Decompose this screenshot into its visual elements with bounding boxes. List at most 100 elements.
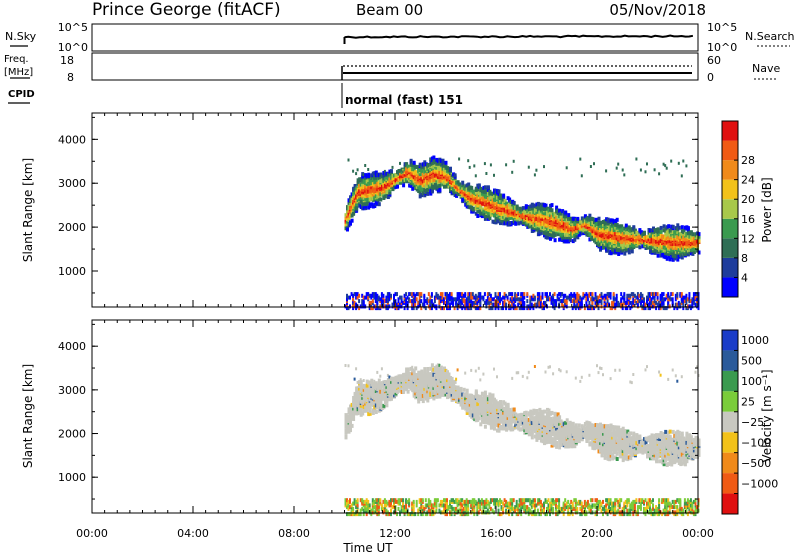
power-ground-cell (672, 297, 674, 301)
power-cell (687, 226, 690, 230)
power-scatter-cell (590, 165, 592, 168)
power-ground-cell (591, 292, 593, 296)
power-scatter-cell (484, 162, 486, 165)
power-scatter-cell (581, 174, 583, 177)
power-ground-cell (588, 301, 590, 305)
power-ground-cell (534, 296, 536, 300)
power-ground-cell (505, 303, 507, 307)
power-cell (442, 159, 445, 163)
power-ground-cell (428, 292, 430, 296)
power-ylabel: Slant Range [km] (21, 158, 35, 262)
power-cell (631, 249, 634, 253)
power-ground-cell (452, 301, 454, 305)
velocity-scatter-cell (348, 364, 350, 367)
date-title: 05/Nov/2018 (609, 1, 706, 19)
power-ground-cell (499, 292, 501, 296)
velocity-cell (440, 366, 443, 370)
power-ground-cell (363, 299, 365, 303)
velocity-scatter-cell (363, 379, 365, 382)
power-ground-cell (526, 299, 528, 303)
velocity-cell (407, 390, 410, 394)
nsearch-tick-low: 10^0 (707, 41, 737, 54)
power-scatter-cell (475, 174, 477, 177)
power-cell (643, 231, 646, 235)
power-ground-cell (657, 292, 659, 296)
power-ground-cell (352, 297, 354, 301)
power-ground-cell (542, 292, 544, 296)
velocity-cell (351, 424, 354, 428)
power-scatter-cell (678, 162, 680, 165)
velocity-ground-cell (437, 498, 439, 502)
power-cell (438, 184, 441, 188)
power-cell (598, 217, 601, 221)
velocity-scatter-cell (355, 367, 357, 370)
power-cell (672, 225, 675, 229)
power-ground-cell (490, 294, 492, 298)
beam-title: Beam 00 (356, 1, 423, 19)
power-cell (625, 224, 628, 228)
velocity-cell (385, 403, 388, 407)
power-ground-cell (511, 292, 513, 296)
power-ground-cell (613, 292, 615, 296)
power-ground-cell (531, 303, 533, 307)
power-ground-cell (669, 304, 671, 308)
power-ground-cell (546, 292, 548, 296)
velocity-cell (375, 410, 378, 414)
power-ground-cell (464, 292, 466, 296)
power-cell (522, 206, 525, 210)
power-scatter-cell (635, 158, 637, 161)
power-scatter-cell (511, 171, 513, 174)
nsky-trace (345, 36, 693, 45)
nave-tick-high: 60 (707, 54, 721, 67)
cpid-label: CPID (8, 89, 35, 100)
power-ground-cell (431, 292, 433, 296)
power-scatter-cell (654, 168, 656, 171)
power-ground-cell (555, 303, 557, 307)
power-ground-cell (620, 292, 622, 296)
power-scatter-cell (505, 163, 507, 166)
velocity-ground-cell (349, 498, 351, 502)
velocity-ground-cell (435, 503, 437, 507)
power-ground-cell (451, 292, 453, 296)
velocity-ground-cell (408, 498, 410, 502)
power-cell (449, 167, 452, 171)
power-ground-cell (396, 292, 398, 296)
power-ground-cell (672, 292, 674, 296)
power-scatter-cell (458, 158, 460, 161)
power-ytick-label: 4000 (58, 133, 86, 146)
power-scatter-cell (469, 166, 471, 169)
power-cell (379, 198, 382, 202)
velocity-cell (392, 377, 395, 381)
power-ground-cell (349, 304, 351, 308)
velocity-ground-cell (422, 498, 424, 502)
power-ground-cell (681, 292, 683, 296)
velocity-cell (426, 367, 429, 371)
power-cell (691, 232, 694, 236)
power-scatter-cell (485, 172, 487, 175)
nsearch-tick-high: 10^5 (707, 21, 737, 34)
power-ground-cell (472, 292, 474, 296)
power-ground-cell (484, 292, 486, 296)
power-scatter-cell (646, 162, 648, 165)
power-ground-cell (390, 294, 392, 298)
velocity-ground-cell (413, 505, 415, 509)
velocity-scatter-cell (376, 371, 378, 374)
power-cell (532, 204, 535, 208)
velocity-ground-cell (413, 509, 415, 513)
nsky-label: N.Sky (5, 30, 37, 43)
power-ground-cell (523, 304, 525, 308)
power-scatter-cell (473, 164, 475, 167)
power-ground-cell (601, 301, 603, 305)
power-cell (516, 205, 519, 209)
power-scatter-cell (348, 159, 350, 162)
power-ground-cell (685, 294, 687, 298)
velocity-ground-cell (416, 503, 418, 507)
freq-label-line2: [MHz] (4, 67, 33, 78)
power-cell (410, 159, 413, 163)
power-ground-cell (526, 292, 528, 296)
power-ground-cell (663, 301, 665, 305)
power-ground-cell (517, 292, 519, 296)
power-ground-cell (401, 296, 403, 300)
velocity-ground-cell (379, 498, 381, 502)
power-cell (496, 219, 499, 223)
